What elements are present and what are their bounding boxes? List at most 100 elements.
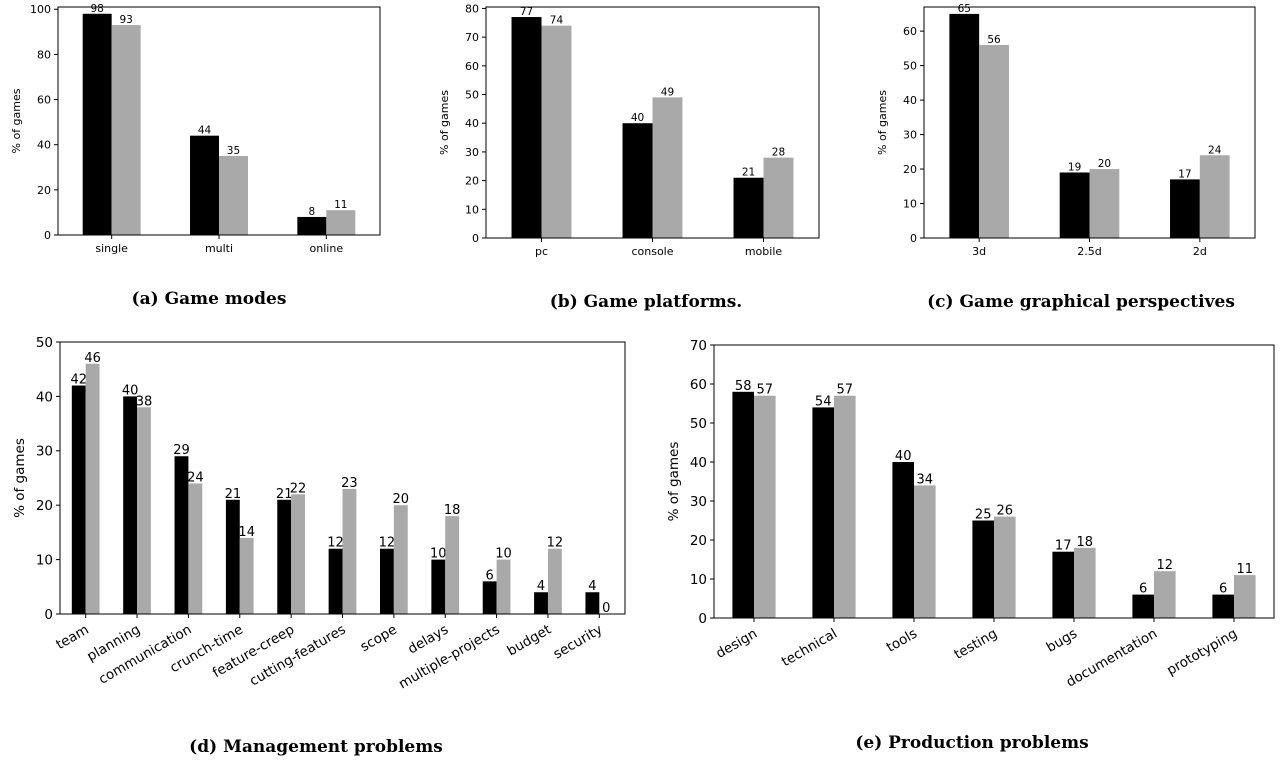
value-label: 19: [1068, 161, 1081, 173]
bar-scope-series-2: [393, 505, 408, 614]
bar-testing-series-2: [994, 516, 1016, 618]
value-label: 18: [444, 503, 461, 518]
bar-online-series-2: [326, 210, 356, 235]
value-label: 44: [198, 125, 212, 137]
y-axis-label: % of games: [10, 88, 23, 153]
y-tick-label: 50: [465, 88, 479, 101]
figure-caption: (d) Management problems: [189, 737, 443, 757]
value-label: 24: [187, 470, 204, 485]
figure-caption: (a) Game modes: [132, 289, 287, 309]
y-tick-label: 30: [690, 494, 707, 510]
value-label: 20: [393, 492, 410, 507]
bar-2.5d-series-2: [1089, 169, 1120, 238]
bar-budget-series-2: [547, 548, 562, 614]
value-label: 29: [173, 443, 190, 458]
y-tick-label: 50: [36, 335, 53, 351]
value-label: 12: [327, 536, 344, 551]
x-tick-label: testing: [951, 626, 1000, 663]
bar-team-series-1: [71, 385, 86, 614]
bar-design-series-2: [754, 395, 776, 618]
y-tick-label: 80: [37, 48, 51, 61]
y-tick-label: 20: [37, 184, 51, 197]
y-tick-label: 20: [36, 498, 53, 514]
y-tick-label: 70: [465, 31, 479, 44]
bar-prototyping-series-1: [1212, 594, 1234, 618]
bar-cutting-features-series-1: [328, 548, 343, 614]
figure-caption: (e) Production problems: [855, 733, 1088, 753]
bar-design-series-1: [732, 391, 754, 618]
bar-delays-series-2: [445, 516, 460, 614]
x-tick-label: technical: [779, 626, 840, 671]
y-tick-label: 40: [37, 139, 51, 152]
y-tick-label: 40: [690, 455, 707, 471]
y-tick-label: 0: [472, 232, 479, 245]
bar-feature-creep-series-2: [291, 494, 306, 614]
value-label: 6: [486, 568, 494, 583]
bar-multiple-projects-series-1: [482, 581, 497, 614]
bar-multiple-projects-series-2: [496, 559, 511, 614]
y-axis-label: % of games: [666, 442, 682, 522]
y-tick-label: 30: [36, 444, 53, 460]
x-tick-label: pc: [535, 245, 548, 258]
value-label: 40: [631, 112, 644, 124]
x-tick-label: design: [713, 626, 760, 662]
x-tick-label: single: [95, 242, 128, 255]
value-label: 12: [1157, 558, 1174, 573]
bar-crunch-time-series-1: [225, 499, 240, 614]
bar-2d-series-2: [1199, 155, 1230, 238]
value-label: 46: [84, 351, 101, 366]
bar-technical-series-1: [812, 407, 834, 618]
bar-console-series-1: [622, 123, 653, 238]
y-tick-label: 0: [698, 611, 707, 627]
bar-security-series-1: [585, 592, 600, 614]
value-label: 25: [975, 508, 992, 523]
figure-caption: (c) Game graphical perspectives: [927, 292, 1235, 312]
value-label: 24: [1208, 144, 1222, 156]
y-axis-label: % of games: [438, 90, 451, 155]
bar-scope-series-1: [380, 548, 394, 614]
y-tick-label: 80: [465, 2, 479, 15]
x-tick-label: online: [310, 242, 344, 255]
value-label: 49: [661, 86, 674, 98]
bar-communication-series-2: [188, 483, 203, 614]
x-tick-label: prototyping: [1164, 626, 1240, 679]
bar-delays-series-1: [431, 559, 446, 614]
value-label: 0: [602, 601, 610, 616]
bar-bugs-series-1: [1052, 551, 1074, 618]
y-tick-label: 10: [36, 552, 53, 568]
y-tick-label: 60: [690, 377, 707, 393]
panel-production-problems: 58 54 40 25 17 6 6 57 57 34 26 18 12 11 0 10 20 30 40 50 60 7…: [666, 338, 1275, 753]
y-tick-label: 40: [465, 117, 479, 130]
y-tick-label: 40: [903, 94, 917, 107]
bar-testing-series-1: [972, 520, 994, 618]
value-label: 21: [742, 167, 755, 179]
bar-pc-series-1: [511, 17, 542, 238]
y-tick-label: 70: [690, 338, 707, 354]
x-tick-label: console: [631, 245, 673, 258]
value-label: 10: [430, 547, 447, 562]
bar-2d-series-1: [1170, 179, 1200, 238]
value-label: 4: [537, 579, 545, 594]
bar-cutting-features-series-2: [342, 488, 357, 614]
panel-game-platforms: 77 40 21 74 49 28 0 10 20 30 40 50 60 70 80 pc console mo…: [438, 2, 820, 312]
bar-bugs-series-2: [1074, 547, 1096, 618]
y-tick-label: 10: [465, 203, 479, 216]
panel-game-graphical-perspectives: 65 19 17 56 20 24 0 10 20 30 40 50 60 3d 2.5d 2d % of ga…: [876, 3, 1256, 312]
value-label: 21: [225, 487, 242, 502]
bar-pc-series-2: [541, 25, 572, 239]
y-tick-label: 60: [903, 25, 917, 38]
value-label: 98: [90, 3, 103, 15]
y-tick-label: 40: [36, 389, 53, 405]
x-tick-label: tools: [884, 626, 920, 656]
bar-single-series-2: [111, 25, 141, 236]
value-label: 38: [136, 394, 153, 409]
y-tick-label: 10: [690, 572, 707, 588]
value-label: 74: [550, 15, 564, 27]
bar-3d-series-1: [949, 13, 980, 239]
value-label: 57: [757, 383, 774, 398]
value-label: 35: [227, 145, 240, 157]
y-tick-label: 50: [903, 60, 917, 73]
value-label: 93: [119, 14, 132, 26]
